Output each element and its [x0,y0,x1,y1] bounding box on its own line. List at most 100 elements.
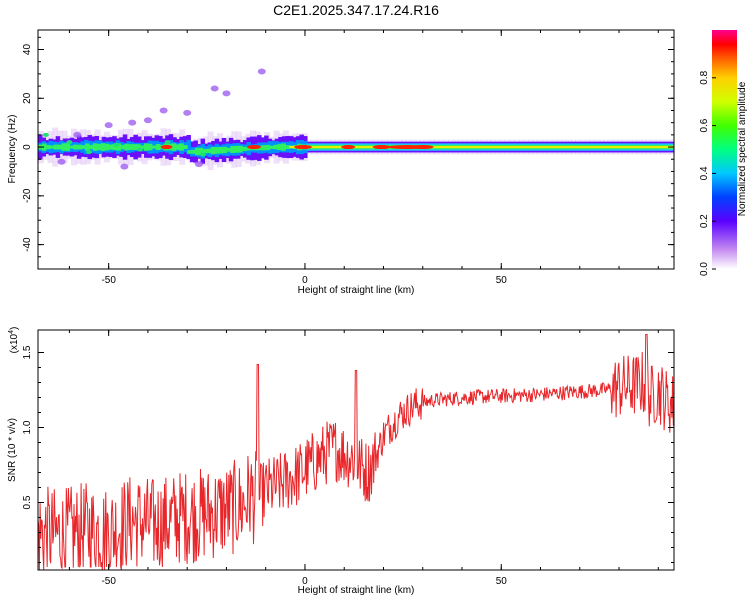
heatmap-band-core [136,144,141,150]
colorbar-axis: 0.0 0.2 0.4 0.6 0.8 [699,70,716,276]
heatmap-band-peak [628,145,634,149]
heatmap-band-core [116,143,122,151]
heatmap-band-peak [609,145,615,149]
heatmap-band-peak [477,145,483,149]
heatmap-band-peak [529,145,535,149]
heatmap-band-core [191,149,196,154]
snr-xtick-label: -50 [101,576,116,587]
heatmap-band-core [92,143,98,151]
heatmap-hotspot [341,145,356,150]
heatmap-band-peak [322,145,328,149]
heatmap-xtick-label: 0 [302,275,308,286]
heatmap-band-peak [505,145,511,149]
snr-ytick-label: 0.5 [22,495,33,509]
heatmap-band-core [69,145,74,149]
heatmap-band-core [202,148,208,154]
heatmap-band-peak [562,145,568,149]
heatmap-band-peak [331,145,337,149]
heatmap-band-peak [647,145,653,149]
heatmap-band-core [222,146,228,154]
heatmap-band-peak [364,145,370,149]
heatmap-ytick-label: -20 [22,188,33,203]
heatmap-band-core [45,144,51,150]
heatmap-band-peak [501,145,507,149]
heatmap-band-core [261,145,267,151]
heatmap-band-core [265,144,271,151]
heatmap-band-peak [571,145,577,149]
heatmap-band-peak [604,145,610,149]
heatmap-band-core [128,144,133,150]
heatmap-frame [37,29,675,270]
colorbar-tick-label: 0.2 [699,214,710,228]
heatmap-band-core [206,148,212,154]
heatmap-band-peak [581,145,587,149]
heatmap-band-core [100,143,106,151]
heatmap-band-peak [553,145,559,149]
heatmap-band-core [183,145,188,150]
heatmap-band-core [124,143,129,151]
heatmap-band-peak [317,145,323,149]
heatmap-band-peak [359,145,365,149]
heatmap-xtick-label: -50 [101,275,116,286]
heatmap-band-peak [633,145,639,149]
heatmap-band-peak [661,145,667,149]
colorbar-tick-label: 0.4 [699,166,710,180]
heatmap-band-peak [637,145,643,149]
heatmap-band-core [285,145,290,149]
heatmap-band-core [73,144,78,150]
heatmap-xlabel: Height of straight line (km) [298,285,415,296]
heatmap-band-core [57,144,63,150]
heatmap-band-core [61,143,67,151]
heatmap-band-peak [472,145,478,149]
colorbar-tick-label: 0.8 [699,70,710,84]
heatmap-band-peak [557,145,563,149]
heatmap-band-core [238,145,243,153]
heatmap-hotspot [160,145,173,150]
heatmap-band-peak [534,145,540,149]
colorbar-tick-label: 0.0 [699,262,710,276]
heatmap-band-core [269,145,275,149]
heatmap-band-peak [515,145,521,149]
heatmap-hotspot [247,145,261,150]
heatmap-band-core [96,143,102,151]
snr-ytick-label: 1.0 [22,420,33,434]
heatmap-band-peak [491,145,497,149]
snr-multiplier-exp: 4 [8,330,15,334]
heatmap-speck [113,142,120,147]
heatmap-band-peak [487,145,493,149]
heatmap-band-core [187,150,192,154]
heatmap-band-core [242,146,247,151]
heatmap-band-core [214,147,220,154]
snr-xtick-label: 0 [302,576,308,587]
heatmap-band-core [175,144,180,150]
heatmap-blob [183,109,192,116]
heatmap-band-peak [435,145,441,149]
heatmap-blob [73,131,82,138]
heatmap-band-peak [440,145,446,149]
heatmap-band-core [65,143,70,151]
heatmap-blob [128,119,137,126]
heatmap-band-peak [642,145,648,149]
heatmap-band-peak [600,145,606,149]
heatmap-band-peak [538,145,544,149]
heatmap-band-core [53,144,59,150]
heatmap-band-peak [586,145,592,149]
heatmap-band-peak [496,145,502,149]
heatmap-band-peak [619,145,625,149]
heatmap-band-core [104,143,110,151]
snr-xtick-label: 50 [496,576,508,587]
heatmap-blob [57,158,66,165]
heatmap-band-core [112,143,118,151]
heatmap-blob [104,122,113,129]
heatmap-band-core [81,145,86,149]
heatmap-band-core [257,145,263,151]
heatmap-band-peak [623,145,629,149]
heatmap-band-peak [510,145,516,149]
heatmap-blob [257,68,266,75]
snr-frame [37,329,675,571]
heatmap-band-mid [186,139,191,155]
heatmap-band-core [198,147,204,155]
heatmap-band-peak [576,145,582,149]
colorbar [712,30,737,269]
